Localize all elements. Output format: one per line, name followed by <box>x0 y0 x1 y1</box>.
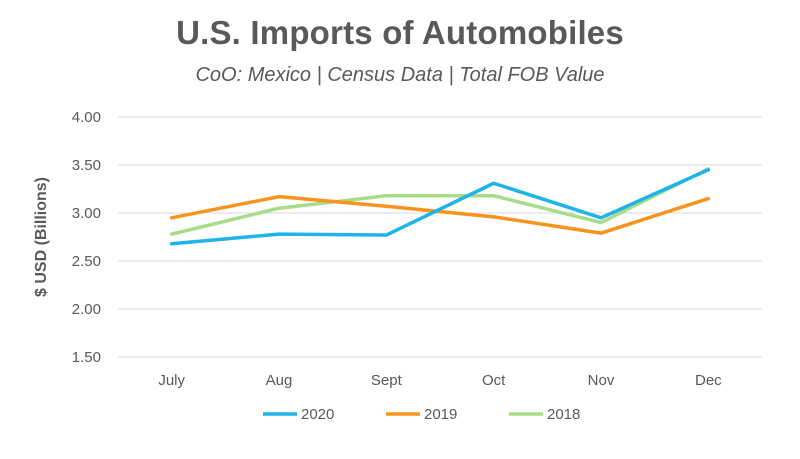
series-lines <box>169 167 711 246</box>
y-tick-label: 4.00 <box>72 109 101 126</box>
x-axis-ticks: July Aug Sept Oct Nov Dec <box>158 372 722 389</box>
gridlines <box>118 116 762 358</box>
legend-label: 2020 <box>301 406 334 423</box>
y-tick-label: 1.50 <box>72 349 101 366</box>
y-axis-ticks: 1.50 2.00 2.50 3.00 3.50 4.00 <box>72 109 101 366</box>
series-line-2018 <box>169 167 711 236</box>
y-axis-title: $ USD (Billions) <box>33 177 50 297</box>
y-tick-label: 3.00 <box>72 205 101 222</box>
y-tick-label: 3.50 <box>72 157 101 174</box>
x-tick-label: Dec <box>695 372 722 389</box>
x-tick-label: Aug <box>266 372 293 389</box>
x-tick-label: July <box>158 372 185 389</box>
legend-label: 2018 <box>547 406 580 423</box>
y-tick-label: 2.00 <box>72 301 101 318</box>
series-line-2020 <box>169 168 711 246</box>
x-tick-label: Sept <box>371 372 403 389</box>
x-tick-label: Nov <box>588 372 615 389</box>
chart-title: U.S. Imports of Automobiles <box>176 14 624 51</box>
legend-label: 2019 <box>424 406 457 423</box>
legend: 2020 2019 2018 <box>263 406 580 423</box>
y-tick-label: 2.50 <box>72 253 101 270</box>
series-line-2019 <box>169 194 711 235</box>
x-tick-label: Oct <box>482 372 506 389</box>
chart-subtitle: CoO: Mexico | Census Data | Total FOB Va… <box>195 64 605 86</box>
